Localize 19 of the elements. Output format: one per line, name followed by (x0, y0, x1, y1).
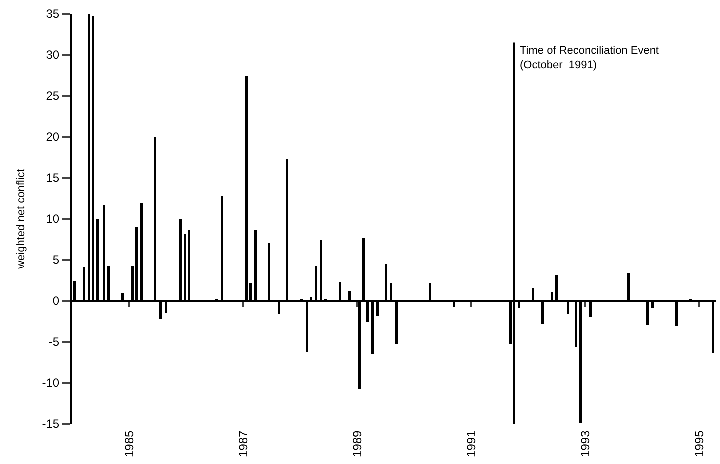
x-tick-label: 1995 (692, 430, 706, 458)
y-tick-label: 0 (52, 294, 60, 308)
y-tick-label: 25 (46, 89, 60, 104)
y-tick-label: -15 (42, 417, 60, 432)
x-tick-label: 1989 (350, 430, 364, 458)
y-tick-label: 35 (46, 7, 60, 22)
x-tick-label: 1993 (578, 430, 592, 458)
y-tick-label: 5 (52, 253, 60, 268)
y-tick-label: 30 (46, 48, 60, 62)
x-tick-label: 1985 (122, 430, 136, 458)
y-tick-label: 20 (46, 130, 60, 144)
y-tick-label: -10 (42, 376, 60, 390)
x-tick-label: 1991 (464, 430, 478, 458)
ref-line-label: Time of Reconciliation Event (October 1991) (520, 45, 659, 72)
y-tick-label: -5 (48, 335, 60, 350)
y-tick-label: 10 (46, 212, 60, 226)
y-tick-label: 15 (46, 171, 60, 186)
y-axis-title: weighted net conflict (15, 169, 28, 270)
x-tick-label: 1987 (236, 430, 250, 458)
